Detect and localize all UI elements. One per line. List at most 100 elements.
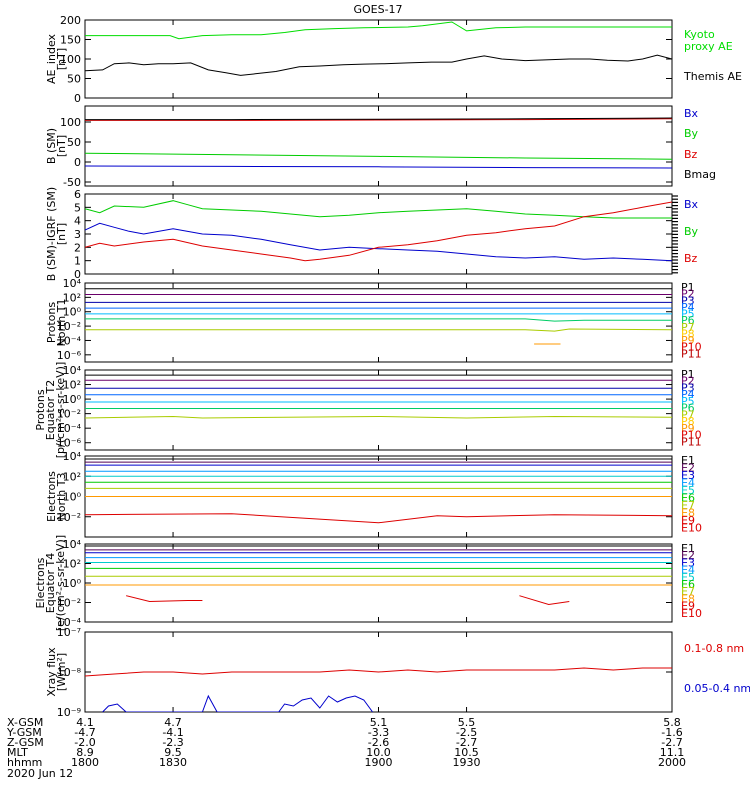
y-tick-label: 50 — [67, 73, 81, 86]
legend-p4: P4 — [681, 301, 695, 314]
y-axis-label: Electrons — [45, 471, 58, 522]
time-row-value: 1900 — [365, 756, 393, 769]
time-row-label: MLT — [7, 746, 28, 759]
legend-e6: E6 — [681, 578, 695, 591]
series-line-bz — [85, 201, 672, 262]
time-row-value: -2.0 — [74, 736, 95, 749]
legend-p11: P11 — [681, 347, 702, 360]
legend-by: By — [684, 127, 699, 140]
series-line-bx — [85, 222, 672, 262]
time-row-value: -4.1 — [162, 726, 183, 739]
time-row-value: -1.6 — [661, 726, 682, 739]
y-axis-label: Electrons — [34, 557, 47, 608]
time-row-value: -2.7 — [661, 736, 682, 749]
series-group — [85, 117, 672, 169]
legend-by: By — [684, 225, 699, 238]
legend-p3: P3 — [681, 294, 695, 307]
time-row-value: 5.1 — [370, 716, 388, 729]
series-group — [85, 200, 672, 262]
legend-p5: P5 — [681, 395, 695, 408]
y-tick-label: 10⁻² — [57, 320, 81, 333]
time-row-value: -2.7 — [456, 736, 477, 749]
time-row-value: -3.3 — [368, 726, 389, 739]
y-tick-label: 10⁻² — [57, 511, 81, 524]
y-tick-label: 10² — [63, 379, 81, 392]
time-row-value: 1800 — [71, 756, 99, 769]
time-axis: X-GSM 4.1 4.7 5.1 5.5 5.8Y-GSM -4.7 -4.1 -3.3 -2.… — [6, 716, 686, 780]
y-tick-label: 10⁴ — [63, 450, 82, 463]
y-axis-label: [nT] — [55, 48, 68, 70]
y-tick-label: 10⁰ — [63, 306, 82, 319]
legend-e9: E9 — [681, 600, 695, 613]
panel-xray: 10⁻⁷ 10⁻⁸ 10⁻⁹ Xray flux[W/m²] 0.1-0.8 nm 0.0… — [45, 626, 750, 719]
series-line-by — [85, 152, 672, 160]
panel-frame — [84, 369, 673, 451]
y-tick-label: 10⁻⁸ — [57, 666, 82, 679]
series-group — [85, 21, 672, 76]
series-line-kyoto-proxy-ae — [85, 21, 672, 40]
y-axis-label: North T1 — [55, 299, 68, 347]
time-row-value: -2.5 — [456, 726, 477, 739]
series-line-p7 — [85, 328, 672, 332]
time-row-value: 11.1 — [660, 746, 685, 759]
series-group — [85, 288, 672, 345]
series-line-themis-ae — [85, 54, 672, 76]
y-axis-label: [W/m²] — [55, 653, 68, 691]
y-tick-label: 10⁻⁴ — [57, 616, 82, 629]
legend-p7: P7 — [681, 321, 695, 334]
time-row-value: 5.8 — [663, 716, 681, 729]
series-group — [85, 545, 672, 606]
time-row-value: 10.5 — [454, 746, 479, 759]
legend-e5: E5 — [681, 484, 695, 497]
time-row-value: 5.5 — [458, 716, 476, 729]
time-row-value: 8.9 — [76, 746, 94, 759]
y-tick-label: 10⁻² — [57, 597, 81, 610]
legend-e2: E2 — [681, 462, 695, 475]
y-tick-label: 10⁰ — [63, 491, 82, 504]
legend-e2: E2 — [681, 549, 695, 562]
y-tick-label: 10⁻⁴ — [57, 422, 82, 435]
y-tick-label: 50 — [67, 136, 81, 149]
legend-0-05-0-4-nm: 0.05-0.4 nm — [684, 682, 750, 695]
time-row-value: 4.1 — [76, 716, 94, 729]
legend-themis-ae: Themis AE — [683, 70, 742, 83]
plot-title: GOES-17 — [353, 3, 402, 16]
y-axis-label: Protons — [45, 302, 58, 343]
y-tick-label: 10⁴ — [63, 538, 82, 551]
y-tick-label: 150 — [60, 34, 81, 47]
y-axis-label: Equator T2 — [44, 380, 57, 440]
series-line-p7 — [85, 415, 672, 419]
panel-frame — [84, 543, 673, 623]
legend-p6: P6 — [681, 402, 695, 415]
time-row-value: 1830 — [159, 756, 187, 769]
legend-e8: E8 — [681, 592, 695, 605]
y-tick-label: 0 — [74, 92, 81, 105]
y-axis-label: Equator T4 — [44, 553, 57, 613]
date-label: 2020 Jun 12 — [7, 767, 73, 780]
legend-e3: E3 — [681, 469, 695, 482]
y-axis-label: [e/(cm²-s-sr-keV)] — [54, 535, 67, 631]
y-axis-label: B (SM)-IGRF (SM) — [45, 187, 58, 281]
series-line-bz — [85, 118, 672, 121]
legend-e3: E3 — [681, 556, 695, 569]
legend-bx: Bx — [684, 107, 699, 120]
y-tick-label: 10⁻⁴ — [57, 334, 82, 347]
y-tick-label: 10⁰ — [63, 393, 82, 406]
y-tick-label: 10⁴ — [63, 277, 82, 290]
y-tick-label: 10⁴ — [63, 364, 82, 377]
y-tick-label: 100 — [60, 116, 81, 129]
time-row-label: Y-GSM — [6, 726, 42, 739]
legend-bx: Bx — [684, 198, 699, 211]
legend-p1: P1 — [681, 281, 695, 294]
y-tick-label: 10⁰ — [63, 577, 82, 590]
legend-bz: Bz — [684, 252, 698, 265]
series-line-e9 — [125, 595, 203, 603]
legend-e7: E7 — [681, 585, 695, 598]
legend-p5: P5 — [681, 308, 695, 321]
series-group — [85, 667, 672, 712]
